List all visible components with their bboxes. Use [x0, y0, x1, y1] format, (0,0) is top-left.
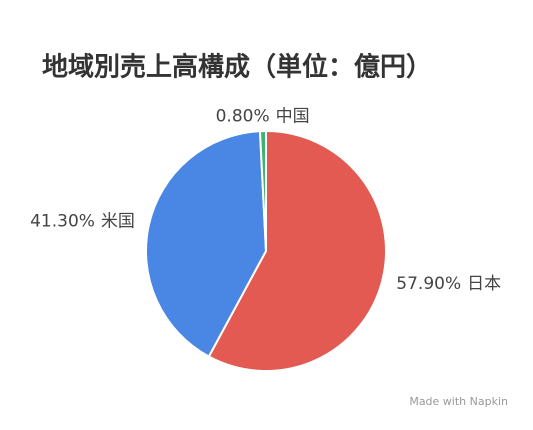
watermark: Made with Napkin — [409, 395, 508, 408]
slice-category-label: 中国 — [276, 107, 310, 127]
slice-value-label: 0.80% — [216, 107, 270, 127]
slice-category-label: 日本 — [467, 274, 501, 294]
slice-value-label: 57.90% — [396, 274, 461, 294]
slice-category-label: 米国 — [101, 211, 135, 231]
slice-label: 57.90% 日本 — [396, 274, 501, 294]
pie-slice — [207, 129, 387, 372]
pie-slice — [145, 130, 268, 358]
slice-value-label: 41.30% — [30, 211, 95, 231]
chart-title: 地域別売上高構成（単位：億円） — [42, 52, 432, 83]
pie-slice — [258, 129, 267, 252]
slice-label: 0.80% 中国 — [216, 107, 310, 127]
slice-label: 41.30% 米国 — [30, 211, 135, 231]
